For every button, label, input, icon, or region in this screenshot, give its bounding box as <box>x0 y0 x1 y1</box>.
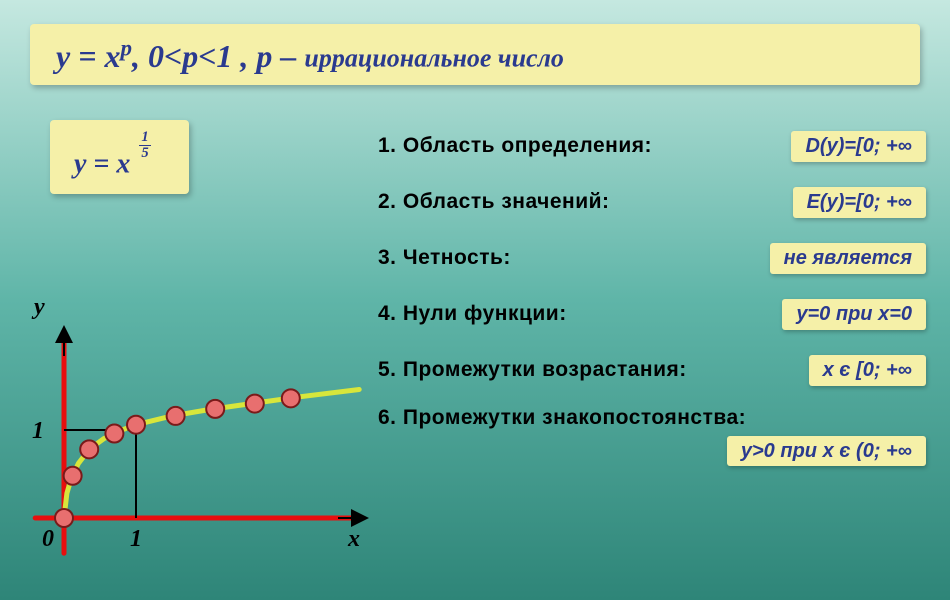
prop-label-6: 6. Промежутки знакопостоянства: <box>378 406 746 430</box>
prop-row-3: 3. Четность: не является <box>378 238 926 278</box>
prop-value-4: y=0 при x=0 <box>782 299 926 330</box>
prop-value-2: E(y)=[0; +∞ <box>793 187 926 218</box>
title-formula: y = xp, 0<p<1 , p – <box>56 38 304 74</box>
prop-label-2: 2. Область значений: <box>378 190 610 214</box>
origin-label: 0 <box>42 526 54 553</box>
chart-svg <box>14 280 374 580</box>
example-box: y = x 1 5 <box>50 120 189 194</box>
prop-value-1: D(y)=[0; +∞ <box>791 131 926 162</box>
prop-label-4: 4. Нули функции: <box>378 302 567 326</box>
example-frac: 1 5 <box>139 130 150 160</box>
title-cond: , 0<p<1 , p – <box>132 38 304 74</box>
prop-row-1: 1. Область определения: D(y)=[0; +∞ <box>378 126 926 166</box>
prop-value-5: x є [0; +∞ <box>809 355 926 386</box>
prop-value-6: y>0 при x є (0; +∞ <box>727 436 926 466</box>
title-base: y = x <box>56 38 120 74</box>
title-box: y = xp, 0<p<1 , p – иррациональное число <box>30 24 920 85</box>
example-base: y = x <box>74 148 130 179</box>
axis-label-y: y <box>34 294 45 321</box>
example-exp: 1 5 <box>137 148 150 166</box>
title-sup: p <box>120 34 132 60</box>
prop-row-6: 6. Промежутки знакопостоянства: y>0 при … <box>378 406 926 463</box>
prop-label-1: 1. Область определения: <box>378 134 652 158</box>
prop-label-5: 5. Промежутки возрастания: <box>378 358 687 382</box>
prop-row-5: 5. Промежутки возрастания: x є [0; +∞ <box>378 350 926 390</box>
prop-row-2: 2. Область значений: E(y)=[0; +∞ <box>378 182 926 222</box>
properties-list: 1. Область определения: D(y)=[0; +∞ 2. О… <box>378 126 926 479</box>
example-exp-den: 5 <box>139 146 150 161</box>
axis-label-x: x <box>348 526 360 553</box>
tick-label-1y: 1 <box>32 418 44 445</box>
prop-row-4: 4. Нули функции: y=0 при x=0 <box>378 294 926 334</box>
tick-label-1x: 1 <box>130 526 142 553</box>
prop-label-3: 3. Четность: <box>378 246 511 270</box>
function-chart: y x 1 1 0 <box>14 280 374 580</box>
prop-value-3: не является <box>770 243 926 274</box>
title-trail: иррациональное число <box>304 44 564 73</box>
example-exp-num: 1 <box>139 130 150 146</box>
